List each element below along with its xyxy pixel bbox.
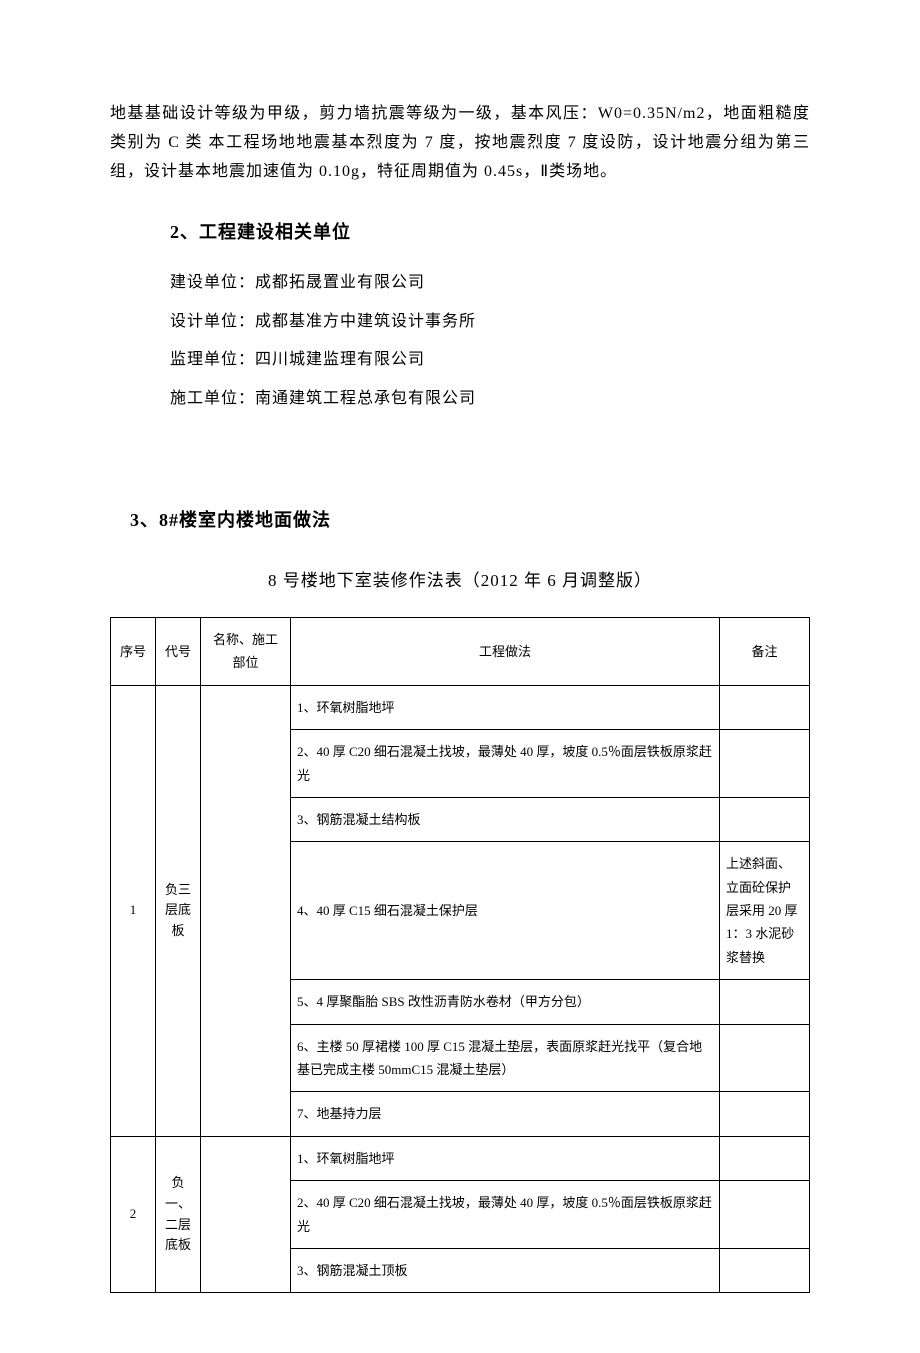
header-name: 名称、施工部位 [201, 617, 291, 685]
unit-label: 施工单位： [170, 390, 255, 407]
unit-row: 施工单位：南通建筑工程总承包有限公司 [170, 385, 810, 414]
cell-note [720, 1092, 810, 1136]
cell-note [720, 1181, 810, 1249]
cell-note [720, 1248, 810, 1292]
header-method: 工程做法 [291, 617, 720, 685]
unit-value: 成都拓晟置业有限公司 [255, 274, 425, 291]
unit-list: 建设单位：成都拓晟置业有限公司 设计单位：成都基准方中建筑设计事务所 监理单位：… [170, 269, 810, 414]
cell-code: 负三层底板 [156, 685, 201, 1136]
header-note: 备注 [720, 617, 810, 685]
table-row: 2 负一、二层底板 1、环氧树脂地坪 [111, 1136, 810, 1180]
intro-paragraph: 地基基础设计等级为甲级，剪力墙抗震等级为一级，基本风压：W0=0.35N/m2，… [110, 100, 810, 186]
table-row: 1 负三层底板 1、环氧树脂地坪 [111, 685, 810, 729]
cell-note [720, 1136, 810, 1180]
section2-heading: 2、工程建设相关单位 [170, 216, 810, 248]
cell-note [720, 797, 810, 841]
unit-value: 南通建筑工程总承包有限公司 [255, 390, 476, 407]
section3-heading: 3、8#楼室内楼地面做法 [130, 504, 810, 536]
cell-method: 3、钢筋混凝土结构板 [291, 797, 720, 841]
unit-label: 建设单位： [170, 274, 255, 291]
cell-code: 负一、二层底板 [156, 1136, 201, 1293]
header-code: 代号 [156, 617, 201, 685]
construction-table: 序号 代号 名称、施工部位 工程做法 备注 1 负三层底板 1、环氧树脂地坪 2… [110, 617, 810, 1293]
cell-method: 7、地基持力层 [291, 1092, 720, 1136]
unit-label: 设计单位： [170, 313, 255, 330]
cell-method: 3、钢筋混凝土顶板 [291, 1248, 720, 1292]
cell-method: 2、40 厚 C20 细石混凝土找坡，最薄处 40 厚，坡度 0.5％面层铁板原… [291, 1181, 720, 1249]
cell-name [201, 1136, 291, 1293]
cell-seq: 2 [111, 1136, 156, 1293]
cell-method: 1、环氧树脂地坪 [291, 1136, 720, 1180]
unit-value: 四川城建监理有限公司 [255, 351, 425, 368]
unit-row: 监理单位：四川城建监理有限公司 [170, 346, 810, 375]
header-seq: 序号 [111, 617, 156, 685]
unit-value: 成都基准方中建筑设计事务所 [255, 313, 476, 330]
cell-seq: 1 [111, 685, 156, 1136]
cell-method: 5、4 厚聚酯胎 SBS 改性沥青防水卷材（甲方分包） [291, 980, 720, 1024]
cell-note: 上述斜面、立面砼保护层采用 20 厚 1：3 水泥砂浆替换 [720, 842, 810, 980]
unit-row: 设计单位：成都基准方中建筑设计事务所 [170, 308, 810, 337]
cell-method: 2、40 厚 C20 细石混凝土找坡，最薄处 40 厚，坡度 0.5％面层铁板原… [291, 730, 720, 798]
cell-method: 6、主楼 50 厚裙楼 100 厚 C15 混凝土垫层，表面原浆赶光找平（复合地… [291, 1024, 720, 1092]
cell-note [720, 980, 810, 1024]
unit-row: 建设单位：成都拓晟置业有限公司 [170, 269, 810, 298]
cell-method: 1、环氧树脂地坪 [291, 685, 720, 729]
cell-method: 4、40 厚 C15 细石混凝土保护层 [291, 842, 720, 980]
table-title: 8 号楼地下室装修作法表（2012 年 6 月调整版） [110, 566, 810, 597]
table-header-row: 序号 代号 名称、施工部位 工程做法 备注 [111, 617, 810, 685]
cell-name [201, 685, 291, 1136]
unit-label: 监理单位： [170, 351, 255, 368]
cell-note [720, 1024, 810, 1092]
cell-note [720, 685, 810, 729]
cell-note [720, 730, 810, 798]
